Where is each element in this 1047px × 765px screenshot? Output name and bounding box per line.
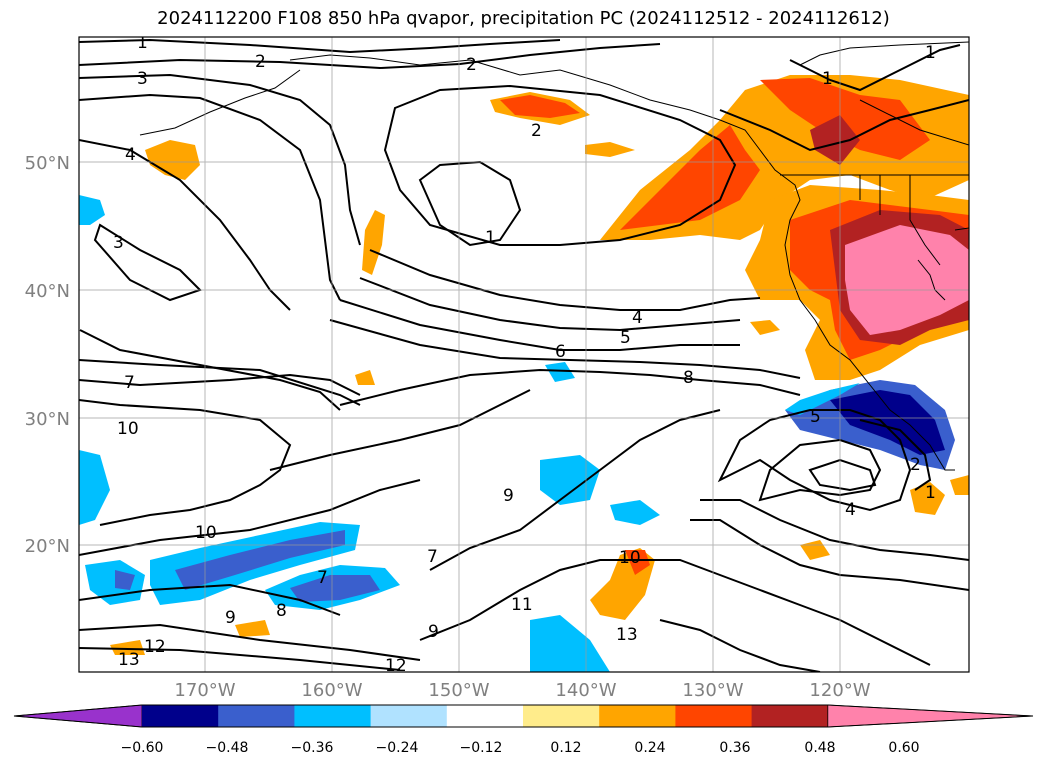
contour-label: 4 bbox=[125, 145, 136, 165]
colorbar-segment bbox=[599, 705, 676, 727]
contour-label: 10 bbox=[117, 419, 139, 439]
precip-nw-red2 bbox=[760, 78, 930, 160]
contour-label: 13 bbox=[616, 625, 638, 645]
contour-label: 1 bbox=[925, 43, 936, 63]
precip-nw-dark bbox=[810, 115, 860, 165]
contour-label: 10 bbox=[195, 523, 217, 543]
colorbar-tick: 0.24 bbox=[634, 740, 665, 756]
lon-label: 120°W bbox=[809, 680, 870, 700]
colorbar-segment bbox=[523, 705, 600, 727]
precip-goa-red bbox=[500, 95, 580, 118]
precip-ca-pink bbox=[845, 225, 969, 335]
map-frame bbox=[78, 36, 970, 673]
contour-label: 8 bbox=[276, 601, 287, 621]
colorbar-tick: −0.60 bbox=[121, 740, 164, 756]
contour-label: 7 bbox=[427, 547, 438, 567]
contour-label: 2 bbox=[255, 52, 266, 72]
contour-label: 4 bbox=[845, 500, 856, 520]
contour-label: 13 bbox=[118, 650, 140, 670]
colorbar-segment bbox=[218, 705, 295, 727]
lon-label: 130°W bbox=[682, 680, 743, 700]
contour-label: 4 bbox=[632, 308, 643, 328]
contour-label: 10 bbox=[619, 548, 641, 568]
contour-label: 1 bbox=[485, 228, 496, 248]
colorbar-segment bbox=[675, 705, 753, 727]
colorbar-tick: 0.48 bbox=[804, 740, 835, 756]
map-title: 2024112200 F108 850 hPa qvapor, precipit… bbox=[157, 8, 890, 29]
contour-label: 9 bbox=[503, 486, 514, 506]
contour-label: 12 bbox=[385, 656, 407, 676]
colorbar-segments bbox=[13, 704, 1034, 728]
colorbar-ticks: −0.60 −0.48 −0.36 −0.24 −0.12 0.12 0.24 … bbox=[121, 740, 920, 756]
lon-label: 150°W bbox=[428, 680, 489, 700]
contour-label: 3 bbox=[113, 233, 124, 253]
contour-label: 1 bbox=[822, 69, 833, 89]
contour-label: 2 bbox=[466, 55, 477, 75]
contour-label: 6 bbox=[555, 342, 566, 362]
qvapor-contours bbox=[79, 38, 969, 672]
contour-label: 8 bbox=[683, 368, 694, 388]
lat-label: 50°N bbox=[25, 153, 70, 174]
colorbar-outline bbox=[13, 704, 1034, 728]
contour-label: 11 bbox=[511, 595, 533, 615]
contour-label: 1 bbox=[925, 483, 936, 503]
contour-label: 5 bbox=[620, 328, 631, 348]
colorbar-tick: −0.48 bbox=[206, 740, 249, 756]
contour-label: 2 bbox=[531, 121, 542, 141]
contour-label: 7 bbox=[124, 373, 135, 393]
colorbar-tick: −0.36 bbox=[291, 740, 334, 756]
contour-label: 12 bbox=[144, 637, 166, 657]
colorbar-segment bbox=[294, 705, 372, 727]
lat-label: 40°N bbox=[25, 281, 70, 302]
contour-label: 1 bbox=[137, 33, 148, 53]
lon-label: 160°W bbox=[301, 680, 362, 700]
lat-label: 30°N bbox=[25, 409, 70, 430]
colorbar-tick: −0.12 bbox=[460, 740, 503, 756]
coastlines bbox=[139, 41, 969, 471]
colorbar-tick: 0.12 bbox=[550, 740, 581, 756]
contour-label: 9 bbox=[225, 608, 236, 628]
precip-mx-light bbox=[785, 383, 860, 415]
colorbar-segment bbox=[751, 705, 829, 727]
lat-label: 20°N bbox=[25, 536, 70, 557]
colorbar-segment bbox=[142, 705, 219, 727]
contour-label: 9 bbox=[428, 622, 439, 642]
map-plot: 1 2 2 3 4 3 2 1 4 5 6 7 8 10 10 9 9 8 7 … bbox=[25, 33, 970, 700]
colorbar-tick: 0.60 bbox=[888, 740, 919, 756]
colorbar-tick: −0.24 bbox=[376, 740, 419, 756]
graticule bbox=[79, 37, 969, 672]
colorbar-segment bbox=[370, 705, 448, 727]
contour-label: 2 bbox=[910, 455, 921, 475]
precip-shading bbox=[79, 75, 969, 672]
colorbar-segment bbox=[446, 705, 524, 727]
contour-label: 3 bbox=[137, 69, 148, 89]
contour-label: 7 bbox=[317, 568, 328, 588]
colorbar-tick: 0.36 bbox=[719, 740, 750, 756]
precip-mx-navy bbox=[830, 390, 945, 455]
precip-wp-orange bbox=[145, 140, 200, 180]
precip-nw-red bbox=[620, 125, 760, 230]
precip-sw-light bbox=[79, 450, 110, 525]
colorbar-extend-low bbox=[13, 704, 143, 728]
lon-label: 170°W bbox=[174, 680, 235, 700]
lon-label: 140°W bbox=[555, 680, 616, 700]
contour-label: 5 bbox=[810, 407, 821, 427]
colorbar-extend-high bbox=[827, 704, 1034, 728]
